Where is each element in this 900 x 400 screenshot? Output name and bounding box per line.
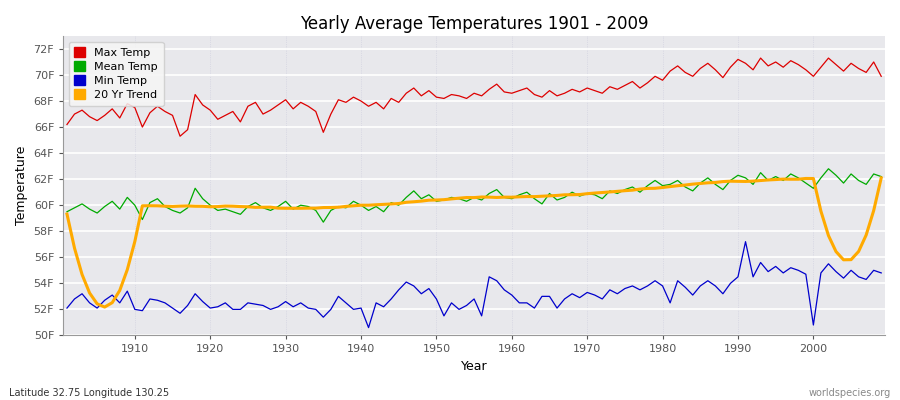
Text: worldspecies.org: worldspecies.org xyxy=(809,388,891,398)
X-axis label: Year: Year xyxy=(461,360,488,373)
Legend: Max Temp, Mean Temp, Min Temp, 20 Yr Trend: Max Temp, Mean Temp, Min Temp, 20 Yr Tre… xyxy=(68,42,164,106)
Title: Yearly Average Temperatures 1901 - 2009: Yearly Average Temperatures 1901 - 2009 xyxy=(300,15,648,33)
Y-axis label: Temperature: Temperature xyxy=(15,146,28,225)
Text: Latitude 32.75 Longitude 130.25: Latitude 32.75 Longitude 130.25 xyxy=(9,388,169,398)
